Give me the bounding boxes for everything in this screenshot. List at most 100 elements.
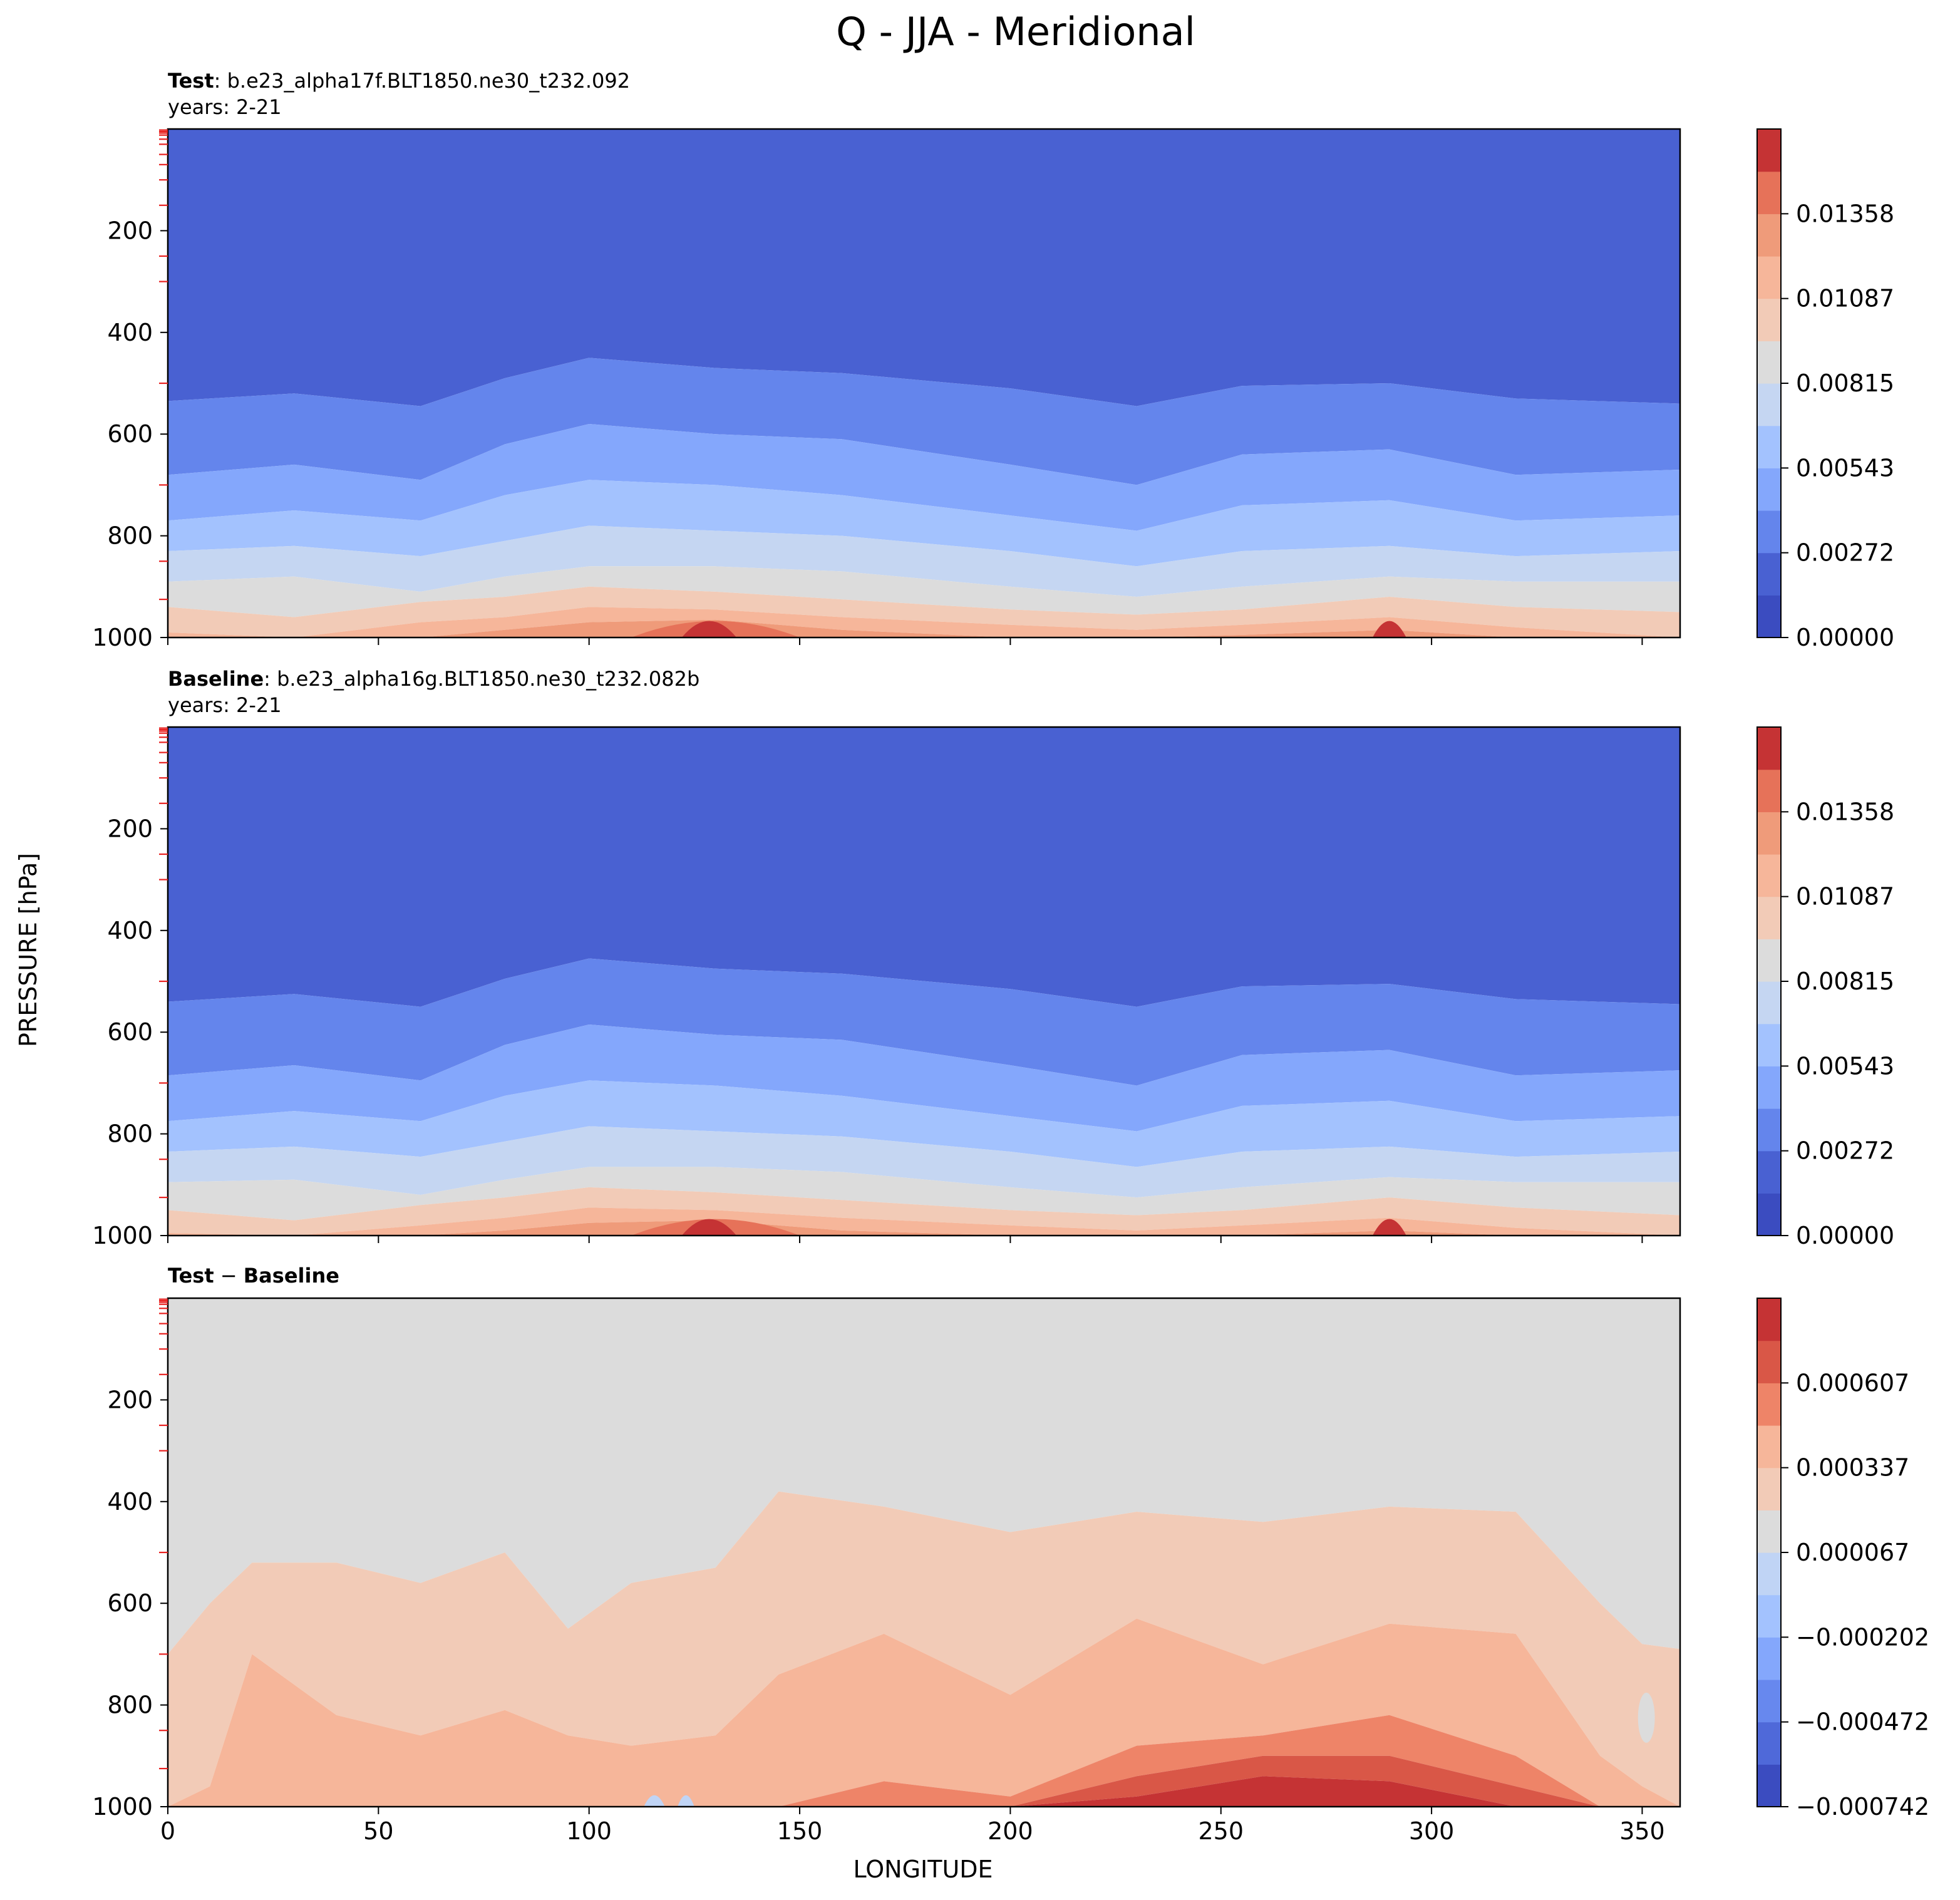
colorbar-swatch-2 (1757, 1150, 1781, 1194)
contour-band-2 (168, 1491, 1680, 1807)
colorbar-label-6: 0.000607 (1796, 1369, 1909, 1397)
contour-band-1 (168, 1298, 1680, 1655)
colorbar-swatch-12 (1757, 129, 1781, 172)
colorbar-swatch-6 (1757, 981, 1781, 1025)
colorbar-swatch-5 (1757, 425, 1781, 468)
contour-band-4 (168, 480, 1680, 567)
figure-title: Q - JJA - Meridional (836, 9, 1195, 54)
colorbar-label-2: 0.00272 (1796, 1137, 1894, 1165)
colorbar-swatch-1 (1757, 1764, 1781, 1807)
panel-baseline-title-bold: Baseline (168, 667, 264, 691)
contour-band-4 (168, 1715, 1680, 1807)
colorbar-swatch-4 (1757, 1637, 1781, 1680)
contour-band-9 (168, 1220, 1680, 1236)
colorbar-swatch-2 (1757, 1722, 1781, 1765)
contour-band-7 (168, 1187, 1680, 1236)
colorbar-label-1: 0.00000 (1796, 624, 1894, 651)
colorbar-label-5: 0.000337 (1796, 1454, 1909, 1482)
colorbar-swatch-4 (1757, 1066, 1781, 1109)
y-tick-label-200: 200 (107, 815, 153, 842)
colorbar: 0.00000 0.00272 0.00543 0.00815 0.01087 0.013… (1756, 128, 1894, 651)
y-tick-label-600: 600 (107, 1589, 153, 1617)
colorbar-swatch-6 (1757, 383, 1781, 426)
colorbar-label-6: 0.01358 (1796, 798, 1894, 825)
panel-difference-title: Test − Baseline (168, 1264, 339, 1288)
contour-spot-3 (1372, 621, 1406, 638)
y-tick-label-200: 200 (107, 217, 153, 244)
x-tick-label-200: 200 (988, 1817, 1033, 1845)
y-axis-label: PRESSURE [hPa] (14, 853, 42, 1047)
colorbar: −0.000742 −0.000472 −0.000202 0.000067 0.000… (1756, 1298, 1929, 1820)
contour-fill (168, 727, 1680, 1236)
colorbar-swatch-10 (1757, 812, 1781, 855)
gray-spot (1638, 1692, 1655, 1743)
colorbar-label-4: 0.000067 (1796, 1539, 1909, 1566)
panel-test-title-rest: : b.e23_alpha17f.BLT1850.ne30_t232.092 (214, 69, 630, 93)
panel-test-title-bold: Test (168, 69, 214, 93)
contour-band-2 (168, 958, 1680, 1086)
colorbar-label-1: 0.00000 (1796, 1222, 1894, 1249)
colorbar-swatch-12 (1757, 727, 1781, 770)
colorbar-swatch-1 (1757, 1193, 1781, 1236)
contour-spot-3 (1372, 1219, 1406, 1236)
x-tick-label-300: 300 (1409, 1817, 1455, 1845)
y-tick-label-800: 800 (107, 522, 153, 550)
contour-band-7 (168, 586, 1680, 638)
colorbar-label-6: 0.01358 (1796, 200, 1894, 227)
y-tick-label-200: 200 (107, 1386, 153, 1413)
colorbar-swatch-7 (1757, 939, 1781, 982)
contour-band-6 (168, 566, 1680, 617)
colorbar-swatch-3 (1757, 510, 1781, 554)
colorbar-swatch-9 (1757, 1425, 1781, 1469)
colorbar-swatch-10 (1757, 1383, 1781, 1426)
colorbar-swatch-6 (1757, 1552, 1781, 1596)
colorbar-label-2: −0.000472 (1796, 1708, 1929, 1736)
contour-band-6 (168, 1167, 1680, 1221)
panel-difference: 200 400 600 800 1000 0 50 100 150 200 250 300 350 −0.… (92, 1297, 1929, 1845)
panel-difference-title-bold: Test (168, 1264, 214, 1288)
colorbar-swatch-8 (1757, 1467, 1781, 1510)
colorbar-label-4: 0.00815 (1796, 369, 1894, 397)
negative-spot-2 (677, 1795, 694, 1807)
contour-band-8 (168, 1207, 1680, 1236)
contour-band-1 (168, 727, 1680, 1007)
contour-band-4 (168, 1080, 1680, 1167)
svg-text:Baseline: b.e23_alpha16g.BLT18: Baseline: b.e23_alpha16g.BLT1850.ne30_t2… (168, 667, 699, 691)
contour-band-3 (168, 1025, 1680, 1132)
panel-baseline-title-rest: : b.e23_alpha16g.BLT1850.ne30_t232.082b (264, 667, 699, 691)
colorbar-label-4: 0.00815 (1796, 968, 1894, 995)
y-tick-label-800: 800 (107, 1691, 153, 1719)
contour-band-1 (168, 129, 1680, 406)
colorbar-label-1: −0.000742 (1796, 1793, 1929, 1820)
panel-baseline-title: Baseline: b.e23_alpha16g.BLT1850.ne30_t2… (168, 667, 699, 717)
colorbar-swatch-11 (1757, 769, 1781, 812)
panel-difference-title-sep: − (214, 1264, 244, 1288)
colorbar-swatch-10 (1757, 214, 1781, 257)
contour-band-3 (168, 424, 1680, 531)
colorbar-swatch-5 (1757, 1023, 1781, 1066)
contour-band-5 (168, 525, 1680, 597)
panel-difference-title-bold2: Baseline (244, 1264, 339, 1288)
svg-text:Test: b.e23_alpha17f.BLT1850.n: Test: b.e23_alpha17f.BLT1850.ne30_t232.0… (168, 69, 630, 93)
colorbar-swatch-2 (1757, 552, 1781, 596)
contour-band-3 (168, 1618, 1680, 1807)
colorbar-swatch-12 (1757, 1298, 1781, 1341)
svg-text:Test − Baseline: Test − Baseline (168, 1264, 339, 1288)
contour-band-5 (168, 1755, 1680, 1807)
colorbar-swatch-7 (1757, 1510, 1781, 1553)
panel-baseline-subtitle: years: 2-21 (168, 693, 282, 717)
colorbar-swatch-4 (1757, 468, 1781, 511)
colorbar-label-3: 0.00543 (1796, 454, 1894, 482)
x-tick-label-150: 150 (777, 1817, 823, 1845)
colorbar: 0.00000 0.00272 0.00543 0.00815 0.01087 0.013… (1756, 726, 1894, 1249)
x-tick-label-250: 250 (1198, 1817, 1244, 1845)
y-tick-label-400: 400 (107, 917, 153, 944)
colorbar-swatch-8 (1757, 896, 1781, 939)
contour-band-6 (168, 1776, 1680, 1807)
y-tick-label-400: 400 (107, 1488, 153, 1515)
colorbar-swatch-3 (1757, 1680, 1781, 1723)
contour-band-9 (168, 619, 1680, 638)
contour-band-5 (168, 1126, 1680, 1198)
colorbar-swatch-9 (1757, 854, 1781, 897)
